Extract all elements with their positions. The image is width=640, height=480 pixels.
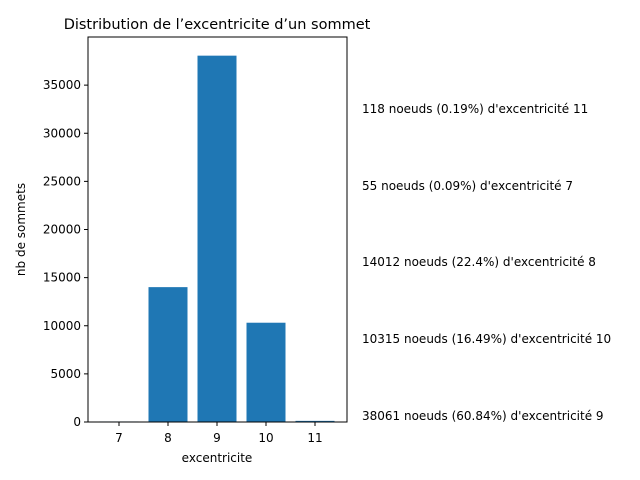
bar-11 [295, 420, 335, 422]
y-tick-label: 0 [73, 415, 81, 429]
y-tick-label: 10000 [43, 319, 81, 333]
annotation-text: 14012 noeuds (22.4%) d'excentricité 8 [362, 255, 596, 269]
plot-area: 7 8 9 10 11 0 5000 10000 15000 20000 25000 30000 350… [43, 55, 335, 445]
x-tick-label: 9 [213, 431, 221, 445]
x-tick-label: 10 [258, 431, 273, 445]
axes-frame [87, 36, 348, 423]
annotation-text: 118 noeuds (0.19%) d'excentricité 11 [362, 102, 588, 116]
x-tick-label: 7 [115, 431, 123, 445]
y-tick-label: 30000 [43, 126, 81, 140]
x-tick-label: 11 [307, 431, 322, 445]
annotations: 118 noeuds (0.19%) d'excentricité 11 55 n… [362, 102, 611, 423]
bar-10 [246, 322, 286, 422]
y-tick-label: 15000 [43, 271, 81, 285]
y-tick-label: 35000 [43, 78, 81, 92]
x-tick-label: 8 [164, 431, 172, 445]
annotation-text: 38061 noeuds (60.84%) d'excentricité 9 [362, 409, 604, 423]
y-tick-label: 5000 [50, 367, 81, 381]
bar-8 [148, 287, 188, 422]
y-tick-label: 20000 [43, 223, 81, 237]
annotation-text: 55 noeuds (0.09%) d'excentricité 7 [362, 179, 573, 193]
x-axis-label: excentricite [182, 451, 253, 465]
bar-9 [197, 55, 237, 423]
annotation-text: 10315 noeuds (16.49%) d'excentricité 10 [362, 332, 611, 346]
y-axis-label: nb de sommets [14, 183, 28, 276]
y-tick-label: 25000 [43, 174, 81, 188]
chart-title: Distribution de l’excentricite d’un somm… [64, 17, 371, 33]
